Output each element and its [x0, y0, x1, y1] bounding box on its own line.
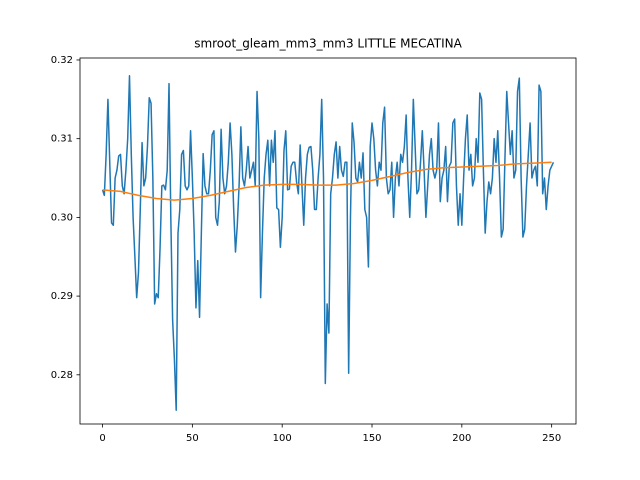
plot-frame	[79, 57, 577, 425]
y-tick-label: 0.31	[51, 134, 73, 145]
y-tick-label: 0.29	[51, 291, 73, 302]
x-tick-label: 250	[542, 433, 561, 444]
x-tick-label: 0	[99, 433, 105, 444]
x-tick-label: 50	[186, 433, 199, 444]
x-tick-label: 200	[452, 433, 471, 444]
chart-title: smroot_gleam_mm3_mm3 LITTLE MECATINA	[194, 37, 462, 51]
y-tick-label: 0.28	[51, 370, 73, 381]
data-line	[102, 161, 552, 201]
y-tick-label: 0.32	[51, 55, 73, 66]
x-tick-label: 100	[273, 433, 292, 444]
data-line	[101, 74, 555, 411]
x-tick-label: 150	[362, 433, 381, 444]
y-tick-label: 0.30	[51, 212, 73, 223]
